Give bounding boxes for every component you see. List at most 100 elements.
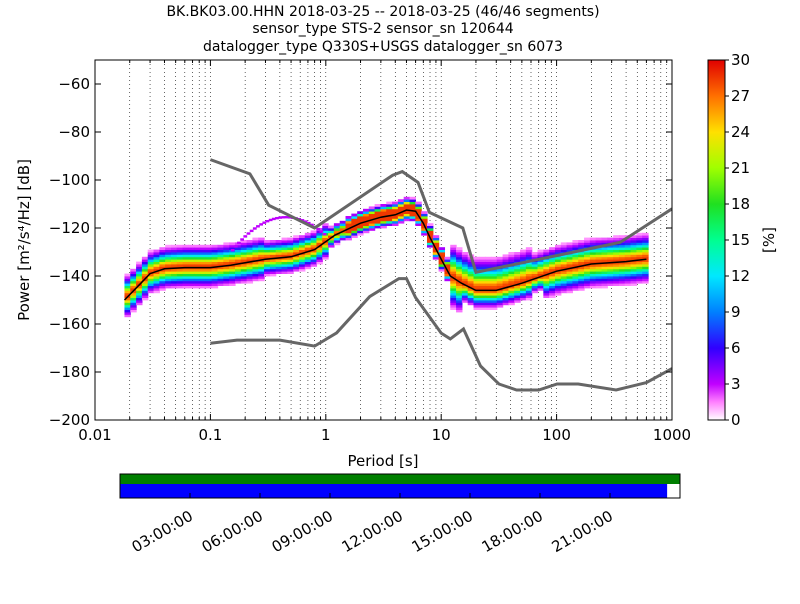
- psd-cell: [613, 268, 620, 272]
- psd-cell: [124, 302, 131, 306]
- psd-cell: [188, 285, 195, 289]
- psd-cell: [607, 252, 614, 255]
- psd-cell: [601, 276, 608, 279]
- psd-cell: [450, 304, 457, 308]
- psd-cell: [572, 254, 579, 258]
- colorbar-label: [%]: [760, 227, 778, 253]
- psd-cell: [566, 283, 574, 286]
- psd-cell: [543, 266, 550, 270]
- psd-cell: [159, 259, 166, 262]
- psd-cell: [426, 223, 434, 226]
- psd-cell: [298, 256, 306, 260]
- psd-cell: [485, 261, 492, 265]
- psd-cell: [246, 254, 254, 258]
- psd-cell: [456, 297, 463, 301]
- psd-cell: [136, 261, 143, 265]
- psd-cell: [618, 278, 626, 282]
- psd-cell: [252, 271, 259, 274]
- psd-cell: [525, 288, 533, 291]
- psd-cell: [514, 297, 521, 301]
- psd-cell: [176, 268, 184, 272]
- psd-cell: [531, 273, 539, 277]
- psd-cell: [265, 219, 270, 223]
- psd-cell: [543, 278, 550, 282]
- psd-cell: [636, 280, 643, 284]
- psd-cell: [258, 266, 265, 270]
- psd-cell: [188, 271, 195, 274]
- psd-cell: [293, 259, 300, 262]
- psd-cell: [147, 273, 155, 277]
- psd-cell: [130, 295, 137, 298]
- psd-cell: [333, 225, 341, 229]
- psd-cell: [182, 278, 190, 282]
- psd-cell: [549, 259, 556, 262]
- psd-cell: [578, 276, 585, 279]
- psd-cell: [200, 244, 207, 248]
- psd-cell: [473, 295, 480, 298]
- psd-cell: [217, 276, 224, 279]
- psd-cell: [560, 271, 568, 274]
- psd-cell: [165, 264, 172, 267]
- psd-cell: [450, 278, 457, 282]
- psd-cell: [217, 247, 224, 250]
- psd-cell: [153, 273, 160, 277]
- psd-cell: [450, 290, 457, 294]
- psd-cell: [496, 280, 504, 284]
- psd-cell: [205, 271, 213, 274]
- psd-cell: [508, 266, 515, 270]
- psd-cell: [234, 261, 242, 265]
- psd-cell: [461, 280, 469, 284]
- psd-cell: [450, 261, 457, 265]
- psd-cell: [438, 266, 446, 270]
- psd-cell: [624, 280, 632, 284]
- psd-cell: [502, 273, 510, 277]
- psd-cell: [473, 278, 480, 282]
- psd-cell: [200, 278, 207, 282]
- psd-cell: [217, 273, 224, 277]
- psd-cell: [170, 268, 178, 272]
- psd-cell: [351, 213, 358, 217]
- psd-cell: [490, 292, 498, 296]
- psd-cell: [264, 252, 271, 255]
- psd-cell: [607, 266, 614, 270]
- psd-cell: [298, 244, 306, 248]
- psd-cell: [642, 254, 649, 258]
- psd-cell: [467, 261, 475, 265]
- psd-cell: [287, 252, 294, 255]
- psd-cell: [456, 288, 463, 291]
- psd-cell: [613, 240, 620, 243]
- psd-cell: [374, 211, 382, 214]
- psd-cell: [176, 280, 184, 284]
- psd-cell: [409, 216, 416, 219]
- psd-cell: [578, 266, 585, 270]
- psd-cell: [589, 252, 597, 255]
- psd-cell: [211, 252, 219, 255]
- psd-cell: [601, 247, 608, 250]
- psd-cell: [258, 240, 265, 243]
- psd-cell: [200, 249, 207, 253]
- psd-cell: [479, 276, 486, 279]
- psd-cell: [309, 223, 314, 227]
- psd-cell: [234, 256, 242, 260]
- psd-cell: [572, 278, 579, 282]
- psd-cell: [642, 249, 649, 253]
- psd-cell: [554, 259, 562, 262]
- psd-cell: [502, 261, 510, 265]
- noise-model-line-nlnm: [210, 277, 672, 392]
- psd-cell: [322, 252, 329, 255]
- psd-cell: [560, 244, 568, 248]
- psd-cell: [281, 266, 288, 270]
- psd-cell: [642, 237, 649, 241]
- psd-cell: [636, 242, 643, 246]
- psd-cell: [223, 256, 230, 260]
- psd-cell: [456, 276, 463, 279]
- psd-cell: [584, 256, 591, 260]
- psd-cell: [130, 309, 137, 313]
- psd-cell: [520, 256, 527, 260]
- psd-cell: [409, 204, 416, 207]
- noise-model-line-nhnm: [209, 158, 672, 275]
- psd-cell: [234, 244, 242, 248]
- psd-cell: [176, 247, 184, 250]
- psd-cell: [630, 266, 638, 270]
- psd-cell: [124, 290, 131, 294]
